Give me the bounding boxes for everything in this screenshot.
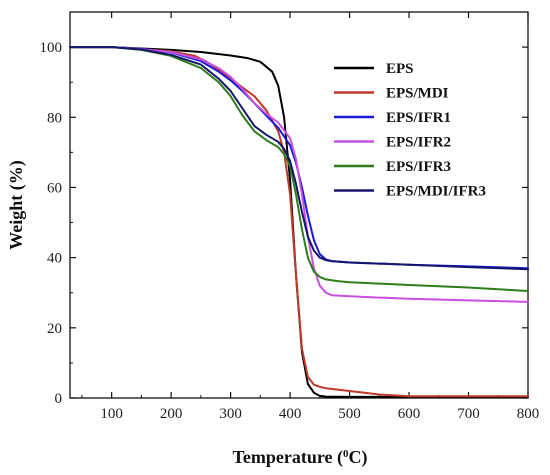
x-axis-title: Temperature (0C) [233,447,368,468]
series-line-eps-mdi-ifr3 [69,46,529,271]
legend-label-eps-mdi: EPS/MDI [386,86,449,102]
y-tick-label: 20 [47,321,62,337]
series-line-eps-ifr3 [69,46,529,292]
series-layer [69,46,529,398]
series-line-eps-mdi [69,46,529,398]
y-tick-label: 60 [47,180,62,196]
legend-label-eps-ifr3: EPS/IFR3 [386,159,451,175]
x-tick-label: 100 [100,406,123,422]
x-tick-label: 600 [398,406,421,422]
x-tick-label: 500 [338,406,361,422]
y-tick-label: 80 [47,110,62,126]
x-tick-label: 400 [279,406,302,422]
legend-label-eps-ifr2: EPS/IFR2 [386,135,451,151]
x-tick-label: 300 [219,406,242,422]
x-axis: 100 200 300 400 500 600 700 800 [81,12,540,422]
y-axis: 0 20 40 60 80 100 [40,40,528,407]
legend-label-eps-mdi-ifr3: EPS/MDI/IFR3 [386,184,486,200]
series-line-eps [69,46,529,398]
x-tick-label: 700 [457,406,480,422]
legend-label-eps-ifr1: EPS/IFR1 [386,110,451,126]
y-tick-label: 40 [47,251,62,267]
legend-label-eps: EPS [386,61,414,77]
y-axis-title: Weight (%) [6,160,27,250]
plot-frame [69,11,529,399]
series-line-eps-ifr2 [69,46,529,303]
legend: EPS EPS/MDI EPS/IFR1 EPS/IFR2 EPS/IFR3 EPS/MD… [334,61,486,200]
y-tick-label: 100 [40,40,63,56]
x-tick-label: 200 [160,406,183,422]
x-tick-label: 800 [517,406,540,422]
x-axis-title-sup: 0 [343,448,349,460]
y-tick-label: 0 [55,391,63,407]
x-axis-title-suffix: C) [348,447,367,468]
series-line-eps-ifr1 [69,46,529,270]
x-axis-title-main: Temperature ( [233,447,343,468]
